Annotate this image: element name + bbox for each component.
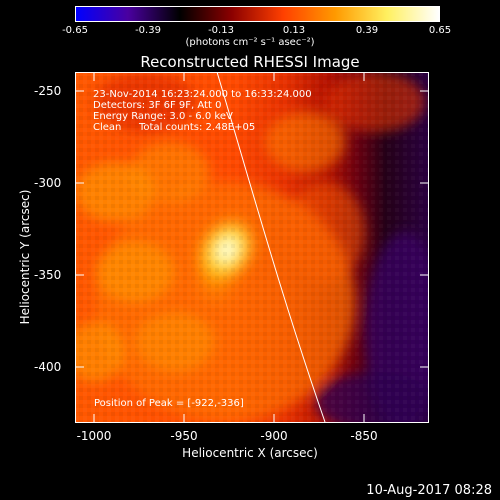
x-tick-label: -1000: [76, 429, 112, 443]
colorbar-tick-label: -0.65: [62, 25, 88, 36]
y-tick-label: -300: [34, 176, 62, 190]
colorbar-tick-label: -0.13: [208, 25, 234, 36]
method-text: Clean: [93, 122, 122, 133]
pixel-texture: [75, 72, 428, 422]
x-tick-label: -950: [170, 429, 198, 443]
detectors-text: Detectors: 3F 6F 9F, Att 0: [93, 100, 222, 111]
energy-range-text: Energy Range: 3.0 - 6.0 keV: [93, 111, 233, 122]
rhessi-image: [75, 72, 428, 422]
x-axis-label: Heliocentric X (arcsec): [182, 446, 318, 460]
footer-date: 10-Aug-2017 08:28: [366, 483, 492, 498]
colorbar-units: (photons cm⁻² s⁻¹ asec⁻²): [185, 37, 315, 48]
colorbar-tick-label: 0.39: [355, 25, 379, 36]
y-tick-label: -400: [34, 360, 62, 374]
colorbar-tick-label: 0.13: [282, 25, 306, 36]
colorbar-tick-label: 0.65: [428, 25, 452, 36]
colorbar-tick-label: -0.39: [135, 25, 161, 36]
image-plot: 23-Nov-2014 16:23:24.000 to 16:33:24.000…: [75, 72, 428, 422]
plot-title: Reconstructed RHESSI Image: [140, 53, 360, 71]
y-axis-label: Heliocentric Y (arcsec): [18, 189, 32, 325]
x-tick-label: -900: [260, 429, 288, 443]
solar-limb-line: [216, 72, 326, 422]
time-range-text: 23-Nov-2014 16:23:24.000 to 16:33:24.000: [93, 89, 312, 100]
y-tick-label: -350: [34, 268, 62, 282]
colorbar: [75, 6, 440, 22]
peak-position-text: Position of Peak = [-922,-336]: [94, 398, 244, 409]
y-tick-label: -250: [34, 84, 62, 98]
total-counts-text: Total counts: 2.48E+05: [139, 122, 256, 133]
x-tick-label: -850: [350, 429, 378, 443]
